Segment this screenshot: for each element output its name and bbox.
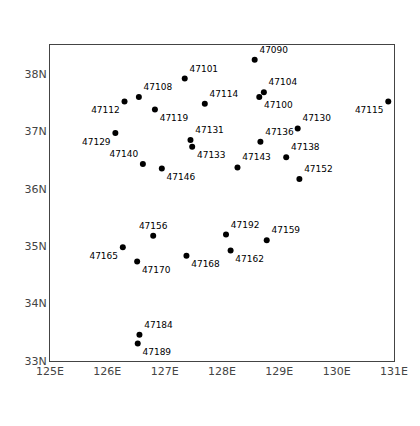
svg-text:47115: 47115 xyxy=(355,105,384,115)
svg-text:126E: 126E xyxy=(93,365,121,378)
svg-text:47143: 47143 xyxy=(242,152,271,162)
svg-text:35N: 35N xyxy=(25,240,47,253)
svg-text:47165: 47165 xyxy=(89,251,118,261)
svg-text:47156: 47156 xyxy=(139,221,168,231)
svg-text:47189: 47189 xyxy=(142,347,171,357)
svg-text:130E: 130E xyxy=(323,365,351,378)
svg-text:47146: 47146 xyxy=(167,172,196,182)
svg-text:47140: 47140 xyxy=(109,149,138,159)
svg-text:47108: 47108 xyxy=(144,82,173,92)
svg-text:47114: 47114 xyxy=(210,89,239,99)
svg-text:47104: 47104 xyxy=(269,77,298,87)
svg-text:47101: 47101 xyxy=(189,64,218,74)
svg-text:47152: 47152 xyxy=(304,164,333,174)
svg-text:131E: 131E xyxy=(380,365,408,378)
svg-text:47168: 47168 xyxy=(191,259,220,269)
svg-text:47130: 47130 xyxy=(302,113,331,123)
svg-text:47184: 47184 xyxy=(144,320,173,330)
svg-text:47192: 47192 xyxy=(231,220,260,230)
svg-text:47162: 47162 xyxy=(235,254,264,264)
svg-text:125E: 125E xyxy=(36,365,64,378)
svg-text:47112: 47112 xyxy=(91,105,120,115)
svg-text:38N: 38N xyxy=(25,68,47,81)
svg-text:47090: 47090 xyxy=(259,45,288,55)
svg-text:47129: 47129 xyxy=(82,137,111,147)
svg-text:47133: 47133 xyxy=(197,150,226,160)
svg-text:127E: 127E xyxy=(151,365,179,378)
svg-text:34N: 34N xyxy=(25,297,47,310)
svg-text:47119: 47119 xyxy=(160,113,189,123)
svg-text:47170: 47170 xyxy=(142,265,171,275)
svg-text:47159: 47159 xyxy=(271,225,300,235)
svg-text:36N: 36N xyxy=(25,183,47,196)
svg-text:128E: 128E xyxy=(208,365,236,378)
svg-text:37N: 37N xyxy=(25,125,47,138)
svg-text:47131: 47131 xyxy=(195,125,224,135)
svg-text:47138: 47138 xyxy=(291,142,320,152)
svg-text:47136: 47136 xyxy=(265,127,294,137)
svg-text:129E: 129E xyxy=(265,365,293,378)
svg-text:33N: 33N xyxy=(25,355,47,368)
svg-text:47100: 47100 xyxy=(264,100,293,110)
